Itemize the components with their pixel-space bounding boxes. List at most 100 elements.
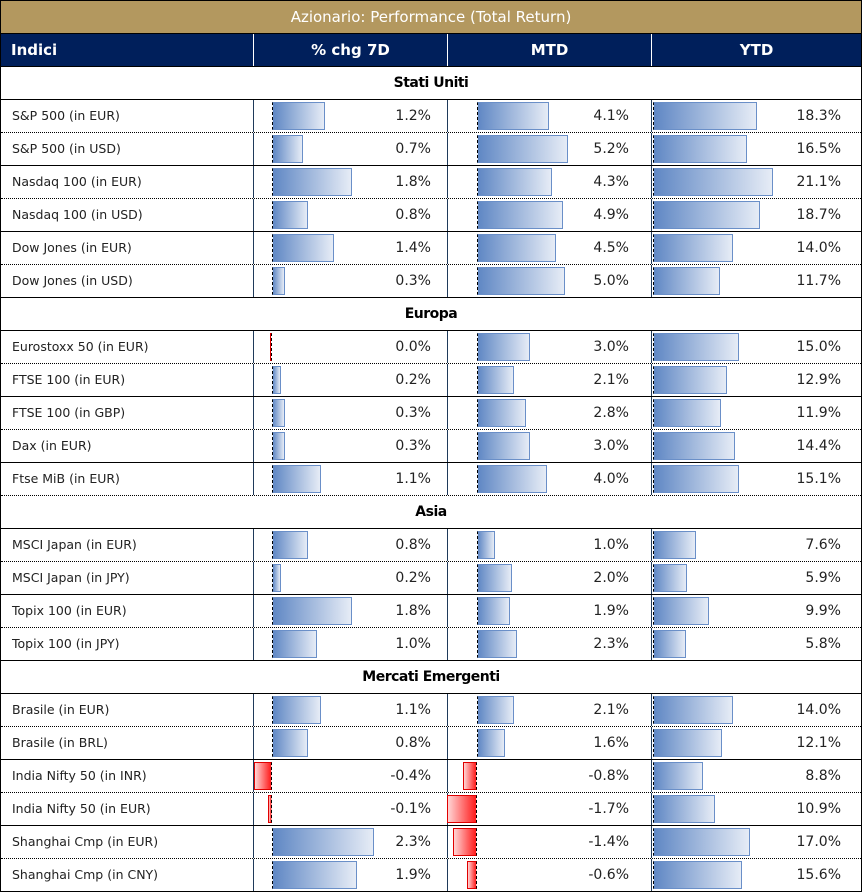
percent-value: -0.8%: [588, 768, 629, 784]
chg-7d-cell: 0.3%: [253, 265, 447, 297]
chg-7d-cell: 1.2%: [253, 100, 447, 132]
percent-value: 12.1%: [796, 735, 841, 751]
table-body: Stati Uniti S&P 500 (in EUR) 1.2% 4.1% 18.3%…: [1, 67, 861, 891]
table-row: Topix 100 (in EUR) 1.8% 1.9% 9.9%: [1, 595, 861, 628]
index-name: Brasile (in BRL): [12, 735, 108, 750]
positive-data-bar: [272, 696, 321, 724]
percent-value: 8.8%: [805, 768, 841, 784]
negative-data-bar: [466, 861, 477, 889]
positive-data-bar: [653, 135, 748, 163]
ytd-cell: 11.9%: [651, 397, 861, 429]
group-heading: Mercati Emergenti: [1, 661, 861, 694]
percent-value: 0.2%: [395, 372, 431, 388]
negative-data-bar: [447, 795, 477, 823]
percent-value: 18.7%: [796, 207, 841, 223]
chg-7d-cell: -0.1%: [253, 793, 447, 825]
positive-data-bar: [272, 201, 308, 229]
positive-data-bar: [477, 465, 547, 493]
positive-data-bar: [477, 366, 514, 394]
positive-data-bar: [653, 729, 722, 757]
index-name: FTSE 100 (in GBP): [12, 405, 126, 420]
table-row: Dax (in EUR) 0.3% 3.0% 14.4%: [1, 430, 861, 463]
positive-data-bar: [653, 564, 687, 592]
table-row: Topix 100 (in JPY) 1.0% 2.3% 5.8%: [1, 628, 861, 661]
percent-value: -0.4%: [390, 768, 431, 784]
positive-data-bar: [477, 597, 511, 625]
positive-data-bar: [270, 333, 272, 361]
percent-value: 4.3%: [593, 174, 629, 190]
ytd-cell: 14.4%: [651, 430, 861, 462]
percent-value: 2.8%: [593, 405, 629, 421]
index-name: Dow Jones (in EUR): [12, 240, 132, 255]
percent-value: 0.3%: [395, 405, 431, 421]
mtd-cell: 4.1%: [447, 100, 651, 132]
chg-7d-cell: 1.1%: [253, 463, 447, 495]
ytd-cell: 15.1%: [651, 463, 861, 495]
percent-value: 15.1%: [796, 471, 841, 487]
index-name: Brasile (in EUR): [12, 702, 110, 717]
positive-data-bar: [272, 234, 335, 262]
percent-value: 4.5%: [593, 240, 629, 256]
table-row: Brasile (in BRL) 0.8% 1.6% 12.1%: [1, 727, 861, 760]
mtd-cell: -1.4%: [447, 826, 651, 858]
chg-7d-cell: 0.3%: [253, 430, 447, 462]
positive-data-bar: [477, 630, 518, 658]
percent-value: 0.8%: [395, 207, 431, 223]
chg-7d-cell: 0.7%: [253, 133, 447, 165]
percent-value: -1.7%: [588, 801, 629, 817]
mtd-cell: 4.5%: [447, 232, 651, 264]
group-heading: Asia: [1, 496, 861, 529]
percent-value: 1.8%: [395, 174, 431, 190]
table-row: Nasdaq 100 (in EUR) 1.8% 4.3% 21.1%: [1, 166, 861, 199]
percent-value: 0.3%: [395, 273, 431, 289]
ytd-cell: 9.9%: [651, 595, 861, 627]
positive-data-bar: [477, 432, 530, 460]
mtd-cell: 1.0%: [447, 529, 651, 561]
negative-data-bar: [254, 762, 272, 790]
positive-data-bar: [272, 267, 286, 295]
percent-value: 1.4%: [395, 240, 431, 256]
mtd-cell: 5.2%: [447, 133, 651, 165]
percent-value: 9.9%: [805, 603, 841, 619]
ytd-cell: 15.0%: [651, 331, 861, 363]
percent-value: 5.0%: [593, 273, 629, 289]
positive-data-bar: [653, 201, 760, 229]
positive-data-bar: [653, 465, 740, 493]
header-mtd: MTD: [447, 34, 651, 66]
index-name: India Nifty 50 (in INR): [12, 768, 147, 783]
table-row: Shanghai Cmp (in EUR) 2.3% -1.4% 17.0%: [1, 826, 861, 859]
positive-data-bar: [653, 531, 697, 559]
percent-value: 0.3%: [395, 438, 431, 454]
percent-value: 10.9%: [796, 801, 841, 817]
table-row: FTSE 100 (in EUR) 0.2% 2.1% 12.9%: [1, 364, 861, 397]
positive-data-bar: [477, 729, 505, 757]
positive-data-bar: [272, 168, 353, 196]
positive-data-bar: [653, 696, 733, 724]
positive-data-bar: [272, 531, 308, 559]
percent-value: 2.3%: [395, 834, 431, 850]
percent-value: 0.8%: [395, 537, 431, 553]
positive-data-bar: [272, 597, 353, 625]
positive-data-bar: [653, 333, 739, 361]
mtd-cell: 2.1%: [447, 364, 651, 396]
positive-data-bar: [653, 432, 736, 460]
percent-value: 1.1%: [395, 471, 431, 487]
positive-data-bar: [272, 729, 308, 757]
positive-data-bar: [272, 861, 357, 889]
percent-value: 7.6%: [805, 537, 841, 553]
percent-value: 0.0%: [395, 339, 431, 355]
chg-7d-cell: 0.2%: [253, 364, 447, 396]
mtd-cell: 5.0%: [447, 265, 651, 297]
table-row: MSCI Japan (in EUR) 0.8% 1.0% 7.6%: [1, 529, 861, 562]
percent-value: 4.9%: [593, 207, 629, 223]
mtd-cell: 2.8%: [447, 397, 651, 429]
index-name: Topix 100 (in EUR): [12, 603, 127, 618]
index-name: Shanghai Cmp (in EUR): [12, 834, 159, 849]
ytd-cell: 18.3%: [651, 100, 861, 132]
table-row: Brasile (in EUR) 1.1% 2.1% 14.0%: [1, 694, 861, 727]
percent-value: 2.1%: [593, 702, 629, 718]
table-row: FTSE 100 (in GBP) 0.3% 2.8% 11.9%: [1, 397, 861, 430]
ytd-cell: 16.5%: [651, 133, 861, 165]
percent-value: -0.1%: [390, 801, 431, 817]
chg-7d-cell: 1.0%: [253, 628, 447, 660]
